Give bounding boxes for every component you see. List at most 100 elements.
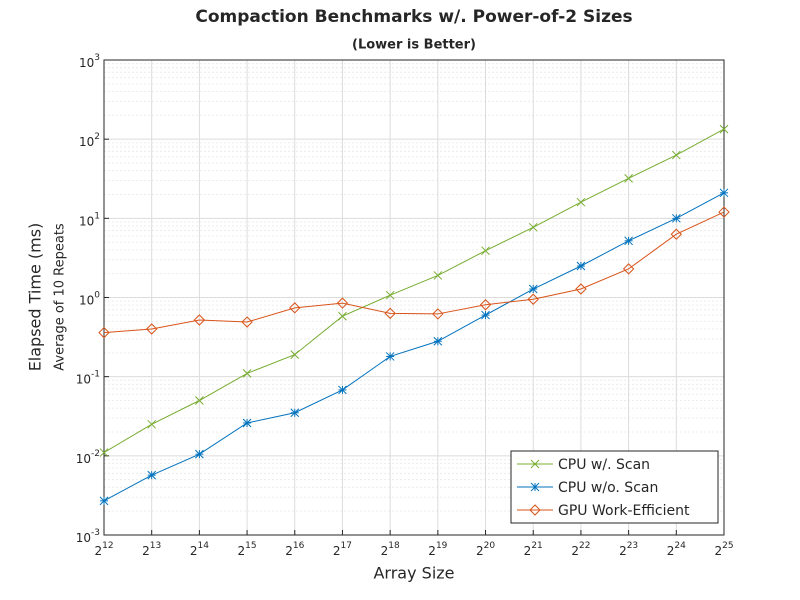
x-tick-label: 216 (285, 541, 304, 558)
marker-stroke (195, 396, 204, 405)
marker (479, 299, 492, 311)
series-line (103, 192, 725, 502)
legend-label: CPU w/o. Scan (558, 480, 658, 496)
marker (576, 197, 586, 207)
x-tick-label: 212 (94, 541, 113, 558)
chart-title: Compaction Benchmarks w/. Power-of-2 Siz… (195, 7, 632, 27)
marker (147, 419, 157, 429)
marker (99, 496, 109, 506)
marker-shape (241, 316, 253, 328)
marker-shape (432, 308, 444, 320)
marker-stroke (528, 222, 538, 232)
marker (242, 418, 252, 428)
marker-shape (622, 263, 635, 275)
y-tick-label: 101 (79, 211, 100, 228)
marker (193, 314, 206, 326)
x-tick-label: 222 (571, 541, 590, 558)
x-tick-label: 214 (190, 541, 209, 558)
y-tick-label: 10-2 (76, 448, 100, 465)
marker (530, 459, 540, 469)
marker (530, 482, 540, 492)
marker (575, 283, 587, 295)
marker (336, 297, 349, 309)
x-tick-label: 220 (476, 541, 495, 558)
marker (481, 246, 490, 256)
legend-label: GPU Work-Efficient (558, 503, 690, 519)
marker (671, 150, 681, 160)
marker-stroke (385, 290, 395, 300)
marker-stroke (290, 350, 300, 359)
marker (528, 284, 538, 294)
marker-stroke (338, 311, 347, 321)
marker (98, 326, 110, 339)
marker (481, 310, 490, 320)
x-tick-label: 223 (619, 541, 638, 558)
marker (719, 124, 729, 134)
marker (624, 236, 633, 246)
marker-shape (193, 314, 206, 326)
marker (241, 316, 253, 328)
marker (99, 448, 109, 457)
marker-stroke (147, 419, 157, 429)
x-tick-label: 217 (333, 541, 352, 558)
marker (433, 336, 443, 346)
marker (433, 271, 443, 280)
plot-frame (103, 59, 725, 536)
marker-shape (527, 293, 539, 305)
marker-shape (575, 283, 587, 295)
marker (289, 302, 301, 314)
marker (195, 449, 204, 459)
marker (622, 263, 635, 275)
marker (338, 311, 347, 321)
marker-shape (384, 307, 396, 320)
marker (719, 188, 729, 198)
marker (432, 308, 444, 320)
marker (528, 222, 538, 232)
x-tick-label: 219 (428, 541, 447, 558)
marker (385, 352, 395, 361)
y-tick-label: 10-3 (76, 528, 100, 545)
marker-shape (479, 299, 492, 311)
marker-shape (289, 302, 301, 314)
marker-stroke (671, 150, 681, 160)
y-tick-label: 102 (79, 132, 100, 149)
series-line (103, 128, 725, 453)
marker (576, 261, 586, 271)
marker (624, 173, 633, 183)
marker (290, 350, 300, 359)
marker-stroke (719, 124, 729, 134)
marker-shape (336, 297, 349, 309)
marker (290, 408, 300, 418)
marker-shape (98, 326, 110, 339)
marker (718, 206, 730, 218)
y-tick-label: 10-1 (76, 369, 100, 386)
marker (145, 323, 158, 335)
marker-shape (718, 206, 730, 218)
x-axis-label: Array Size (373, 564, 454, 583)
x-tick-label: 213 (142, 541, 161, 558)
marker-stroke (99, 448, 109, 457)
marker-stroke (242, 369, 252, 378)
y-tick-label: 100 (79, 290, 100, 307)
legend: CPU w/. Scan CPU w/o. Scan GPU Work-Effici… (510, 450, 719, 524)
series-line (103, 211, 725, 334)
marker (385, 290, 395, 300)
y-tick-label: 103 (79, 53, 100, 70)
marker-shape (145, 323, 158, 335)
marker (529, 504, 541, 516)
y-axis-label: Elapsed Time (ms) (26, 223, 45, 372)
marker-shape (670, 228, 683, 240)
marker-stroke (433, 271, 443, 280)
chart-subtitle: (Lower is Better) (352, 38, 476, 53)
x-tick-label: 224 (667, 541, 686, 558)
marker (147, 470, 157, 480)
marker (242, 369, 252, 378)
marker (384, 307, 396, 320)
marker (338, 385, 347, 395)
marker-shape (529, 504, 541, 516)
marker (670, 228, 683, 240)
marker (195, 396, 204, 405)
marker-stroke (481, 246, 490, 256)
marker (527, 293, 539, 305)
